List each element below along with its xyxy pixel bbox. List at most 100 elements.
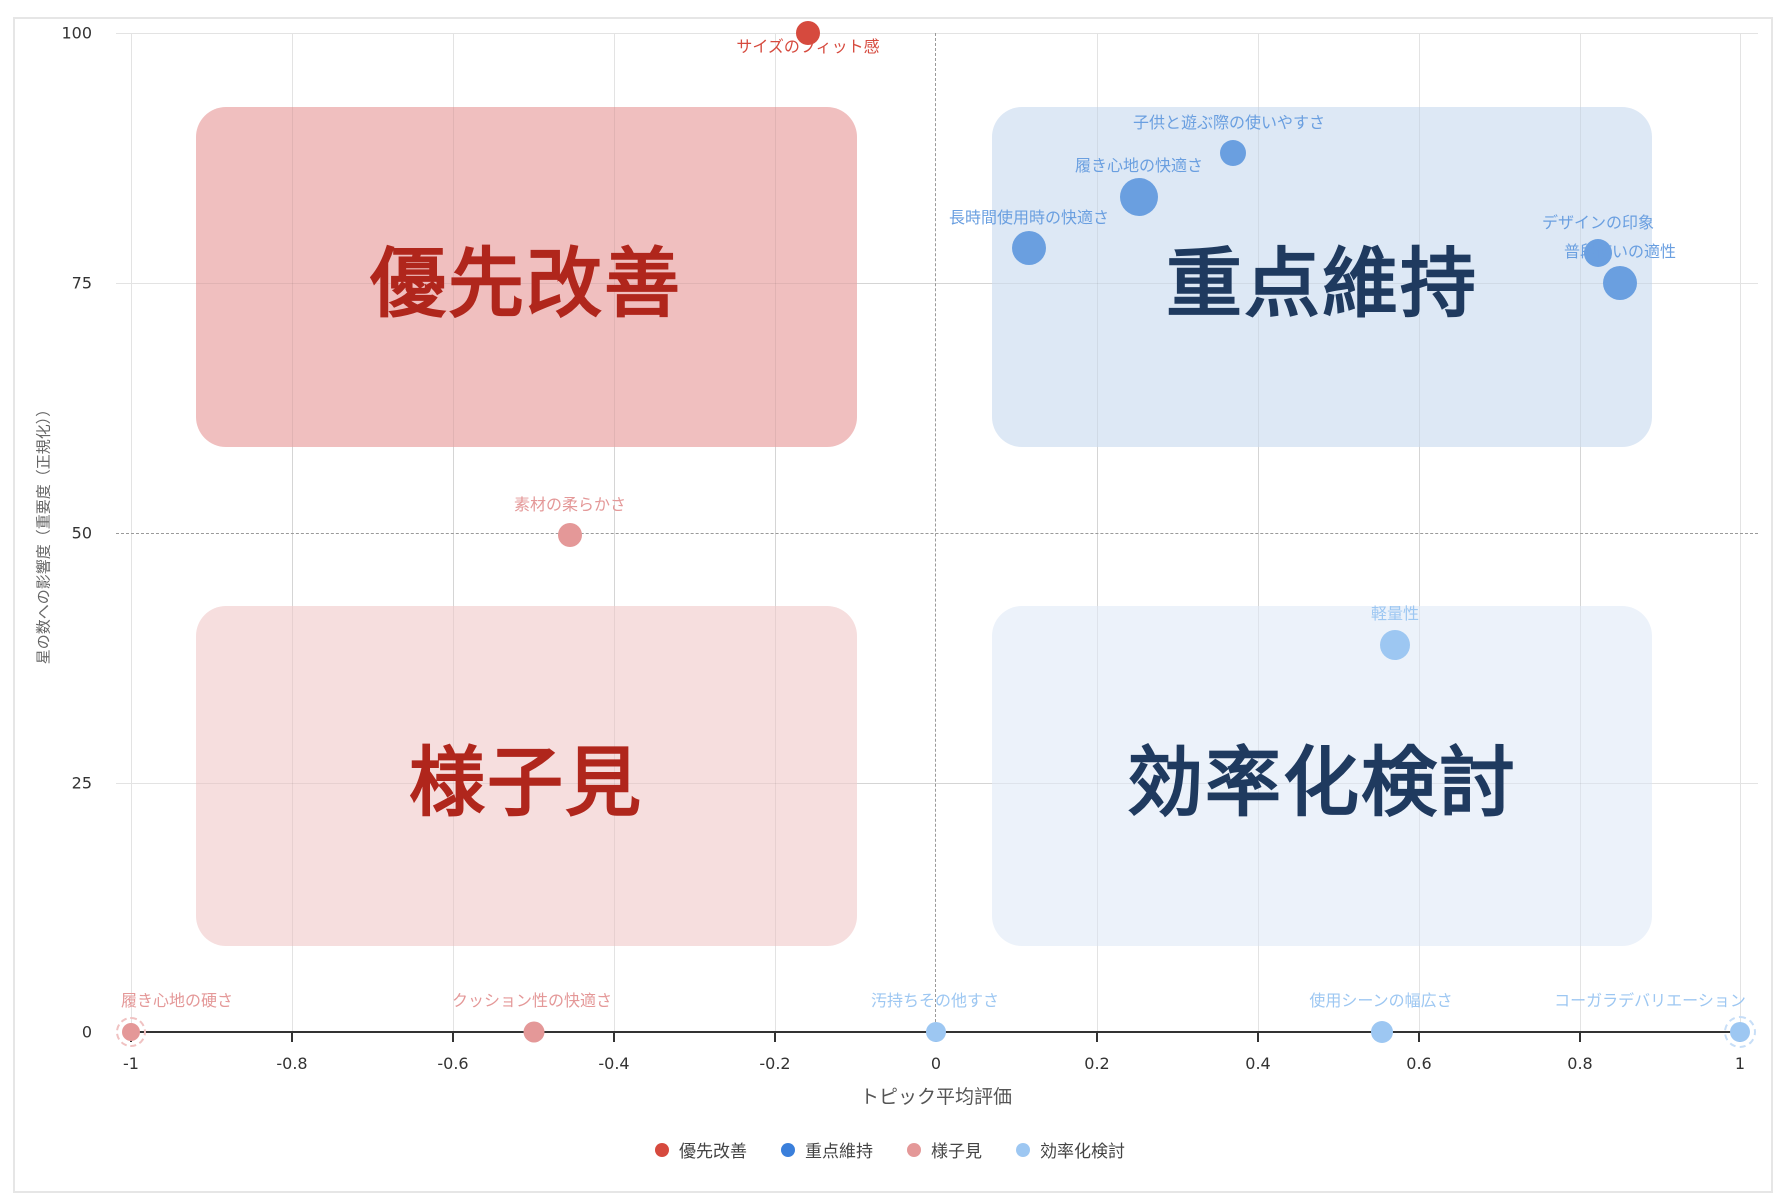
x-tick-label: 0.6 — [1406, 1054, 1432, 1073]
quadrant-box-key-maintain — [992, 107, 1652, 447]
grid-line-x — [1258, 33, 1259, 1032]
x-tick-label: 0.4 — [1245, 1054, 1271, 1073]
x-tick-label: -0.2 — [759, 1054, 791, 1073]
data-point-label: 履き心地の硬さ — [120, 991, 234, 1010]
data-point[interactable] — [1220, 140, 1246, 166]
x-tick-mark — [1096, 1032, 1098, 1042]
x-tick-mark — [1257, 1032, 1259, 1042]
data-point[interactable] — [1012, 231, 1046, 265]
legend-label: 優先改善 — [679, 1142, 747, 1162]
x-axis-title: トピック平均評価 — [859, 1086, 1013, 1108]
data-point-label: コーガラデバリエーション — [1554, 991, 1746, 1010]
y-tick-label: 100 — [61, 23, 92, 43]
grid-line-x — [775, 33, 776, 1032]
grid-line-x — [614, 33, 615, 1032]
y-tick-label: 75 — [71, 273, 92, 293]
data-point-label: サイズのフィット感 — [736, 37, 880, 56]
grid-line-x-overlay — [775, 107, 776, 946]
data-point-label: デザインの印象 — [1541, 213, 1655, 232]
point-highlight-ring — [116, 1017, 146, 1047]
legend-dot-icon — [907, 1142, 921, 1157]
legend-dot-icon — [781, 1142, 795, 1157]
data-point[interactable] — [122, 1023, 140, 1041]
chart-legend: 優先改善 重点維持 様子見 効率化検討 — [0, 1137, 1780, 1162]
x-tick-mark — [774, 1032, 776, 1042]
grid-line-x — [131, 33, 132, 1032]
x-tick-mark — [613, 1032, 615, 1042]
x-tick-label: -1 — [123, 1054, 139, 1073]
data-point[interactable] — [926, 1022, 946, 1042]
grid-line-y-overlay — [196, 783, 1652, 784]
x-tick-label: 1 — [1734, 1054, 1746, 1073]
data-point[interactable] — [1584, 239, 1612, 267]
data-point-label: 軽量性 — [1370, 604, 1420, 623]
quadrant-label-wait-and-see: 様子見 — [409, 738, 643, 827]
y-tick-label: 50 — [71, 523, 92, 543]
data-point[interactable] — [1371, 1021, 1393, 1043]
data-point-label: 普段使いの適性 — [1563, 242, 1677, 261]
data-point[interactable] — [523, 1021, 545, 1043]
grid-line-x — [453, 33, 454, 1032]
y-axis-title: 星の数への影響度（重要度（正規化）） — [34, 401, 53, 665]
data-point-label: 素材の柔らかさ — [513, 495, 627, 514]
quadrant-label-priority-improve: 優先改善 — [370, 239, 682, 328]
x-tick-label: -0.8 — [276, 1054, 308, 1073]
data-point-label: 長時間使用時の快適さ — [948, 208, 1110, 227]
x-tick-mark — [452, 1032, 454, 1042]
legend-dot-icon — [655, 1142, 669, 1157]
quadrant-label-key-maintain: 重点維持 — [1166, 239, 1478, 328]
legend-item-efficiency[interactable]: 効率化検討 — [1016, 1137, 1125, 1162]
data-point[interactable] — [1603, 266, 1637, 300]
data-point-label: 子供と遊ぶ際の使いやすさ — [1132, 113, 1326, 132]
grid-line-x-overlay — [1258, 107, 1259, 946]
grid-line-x — [1097, 33, 1098, 1032]
data-point[interactable] — [1380, 630, 1410, 660]
grid-line-x-overlay — [1097, 107, 1098, 946]
grid-line-x — [292, 33, 293, 1032]
legend-label: 効率化検討 — [1040, 1142, 1125, 1162]
data-point-label: クッション性の快適さ — [451, 991, 613, 1010]
grid-line-x — [1419, 33, 1420, 1032]
grid-line-y-overlay — [196, 283, 1652, 284]
data-point-label: 履き心地の快適さ — [1074, 156, 1204, 175]
grid-line-y — [116, 33, 1758, 34]
x-tick-label: 0.8 — [1567, 1054, 1593, 1073]
grid-line-x-overlay — [1419, 107, 1420, 946]
grid-line-y — [116, 283, 1758, 284]
legend-dot-icon — [1016, 1142, 1030, 1157]
legend-item-priority-improve[interactable]: 優先改善 — [655, 1137, 747, 1162]
quadrant-box-priority-improve — [196, 107, 857, 447]
data-point[interactable] — [1730, 1022, 1750, 1042]
grid-line-x — [1740, 33, 1741, 1032]
x-tick-mark — [291, 1032, 293, 1042]
x-tick-mark — [1579, 1032, 1581, 1042]
data-point[interactable] — [558, 523, 582, 547]
legend-label: 様子見 — [931, 1142, 982, 1162]
data-point[interactable] — [796, 21, 820, 45]
grid-line-x-overlay — [453, 107, 454, 946]
x-tick-mark — [1418, 1032, 1420, 1042]
legend-item-wait-and-see[interactable]: 様子見 — [907, 1137, 982, 1162]
data-point[interactable] — [1120, 178, 1158, 216]
grid-line-x — [1580, 33, 1581, 1032]
data-point-label: 汚持ちその他すさ — [870, 991, 1000, 1010]
quadrant-label-efficiency: 効率化検討 — [1127, 738, 1517, 827]
data-point-label: 使用シーンの幅広さ — [1309, 991, 1453, 1010]
quadrant-box-wait-and-see — [196, 606, 857, 946]
grid-line-x-overlay — [1580, 107, 1581, 946]
y-tick-label: 0 — [81, 1022, 92, 1042]
point-highlight-ring — [1724, 1016, 1756, 1048]
grid-line-x-overlay — [292, 107, 293, 946]
reference-line-y-fifty — [116, 533, 1758, 534]
legend-label: 重点維持 — [805, 1142, 873, 1162]
legend-item-key-maintain[interactable]: 重点維持 — [781, 1137, 873, 1162]
x-tick-label: 0 — [930, 1054, 942, 1073]
grid-line-x-overlay — [614, 107, 615, 946]
x-tick-label: -0.6 — [437, 1054, 469, 1073]
grid-line-y — [116, 783, 1758, 784]
reference-line-x-zero — [935, 33, 936, 1032]
y-tick-label: 25 — [71, 773, 92, 793]
x-tick-label: -0.4 — [598, 1054, 630, 1073]
quadrant-box-efficiency — [992, 606, 1652, 946]
x-tick-label: 0.2 — [1084, 1054, 1110, 1073]
